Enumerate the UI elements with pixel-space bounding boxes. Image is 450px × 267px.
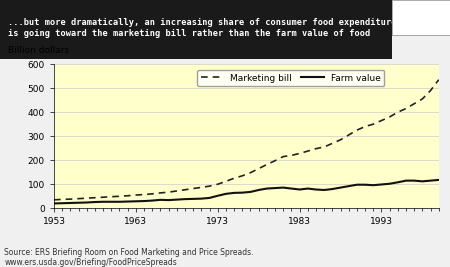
Text: ...but more dramatically, an increasing share of consumer food expenditure
is go: ...but more dramatically, an increasing … [8,18,396,38]
Legend: Marketing bill, Farm value: Marketing bill, Farm value [197,70,384,86]
Text: Billion dollars: Billion dollars [8,46,69,56]
Text: Source: ERS Briefing Room on Food Marketing and Price Spreads.
www.ers.usda.gov/: Source: ERS Briefing Room on Food Market… [4,248,254,267]
